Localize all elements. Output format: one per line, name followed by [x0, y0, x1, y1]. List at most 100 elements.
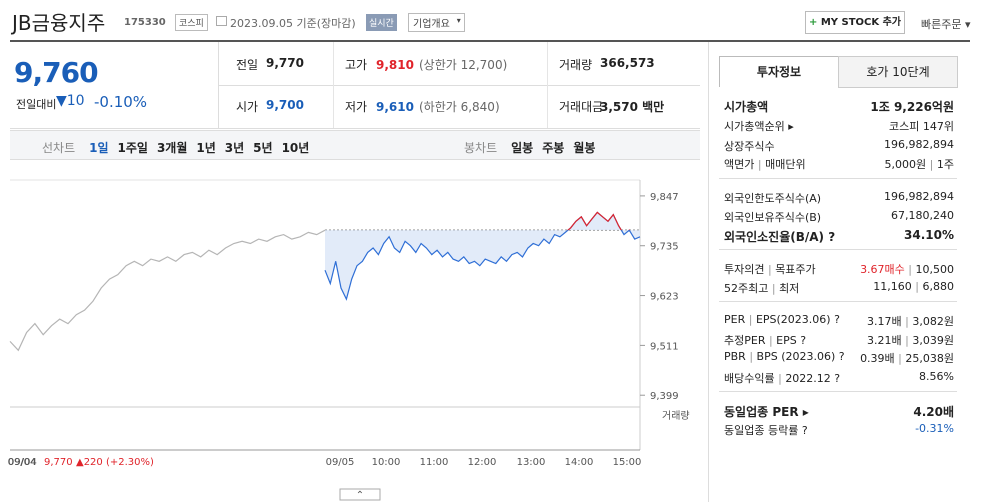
row-labels: 외국인소진율(B/A) ?: [724, 228, 835, 245]
line-periods: 선차트 1일 1주일 3개월 1년 3년 5년 10년: [42, 137, 318, 156]
row-values: 196,982,894: [884, 138, 954, 154]
row-value: 3,082원: [902, 315, 954, 328]
x-tick-label: 13:00: [517, 457, 546, 468]
cell-label: 저가: [345, 100, 368, 114]
overview-button[interactable]: 기업개요 ▾: [408, 13, 465, 32]
row-label: EPS ?: [765, 334, 806, 347]
period-button[interactable]: 3개월: [156, 141, 188, 155]
row-value: -0.31%: [915, 422, 954, 435]
row-label: 투자의견: [724, 263, 765, 276]
row-label: 외국인보유주식수(B): [724, 211, 822, 224]
row-labels: 외국인한도주식수(A): [724, 190, 821, 206]
info-row: 추정PEREPS ? 3.21배3,039원: [724, 332, 954, 348]
stock-name: JB금융지주: [12, 11, 106, 35]
info-row: PBRBPS (2023.06) ? 0.39배25,038원: [724, 350, 954, 366]
row-value: 34.10%: [904, 228, 954, 242]
plus-icon: +: [808, 17, 821, 28]
period-button[interactable]: 5년: [253, 141, 273, 155]
divider: [547, 42, 548, 128]
cell-label: 거래대금: [559, 100, 604, 114]
row-value: 3.67매수: [860, 263, 905, 276]
row-values: -0.31%: [915, 422, 954, 438]
row-label: 시가총액: [724, 100, 769, 114]
row-label: 상장주식수: [724, 140, 775, 153]
row-labels: 추정PEREPS ?: [724, 332, 806, 348]
base-date: 2023.09.05 기준(장마감): [230, 17, 356, 30]
row-values: 3.17배3,082원: [867, 313, 954, 329]
change: ▼10: [56, 93, 85, 109]
row-labels: PBRBPS (2023.06) ?: [724, 350, 845, 366]
info-row: 외국인소진율(B/A) ? 34.10%: [724, 228, 954, 245]
cell-value: 3,570 백만: [600, 100, 665, 114]
x-tick-label: 12:00: [468, 457, 497, 468]
period-button[interactable]: 1주일: [117, 141, 148, 155]
row-label: 매매단위: [754, 158, 805, 171]
row-value: 3,039원: [902, 334, 954, 347]
row-values: 34.10%: [904, 228, 954, 245]
market-badge: 코스피: [175, 14, 208, 31]
prev-change: ▲220 (+2.30%): [76, 457, 154, 468]
separator: [719, 178, 957, 179]
row-values: 196,982,894: [884, 190, 954, 206]
mystock-text: MY STOCK 추가: [820, 17, 902, 28]
row-values: 1조 9,226억원: [870, 98, 954, 115]
period-button[interactable]: 일봉: [511, 141, 534, 155]
mystock-button[interactable]: + MY STOCK 추가: [805, 11, 905, 34]
info-row: 52주최고최저 11,1606,880: [724, 280, 954, 296]
row-label: 액면가: [724, 158, 755, 171]
separator: [719, 301, 957, 302]
info-row: 상장주식수 196,982,894: [724, 138, 954, 154]
row-labels: PEREPS(2023.06) ?: [724, 313, 840, 329]
row-values: 3.21배3,039원: [867, 332, 954, 348]
info-row: 동일업종 PER ▸ 4.20배: [724, 403, 954, 420]
divider: [218, 85, 700, 86]
row-values: 코스피 147위: [889, 118, 954, 134]
info-row: 시가총액 1조 9,226억원: [724, 98, 954, 115]
row-label: 2022.12 ?: [775, 372, 841, 385]
volume-label: 거래량: [662, 410, 690, 422]
y-tick-label: 9,847: [650, 192, 679, 203]
y-tick-label: 9,735: [650, 242, 679, 253]
period-button[interactable]: 3년: [224, 141, 245, 155]
row-values: 3.67매수10,500: [860, 261, 954, 277]
row-values: 5,000원1주: [885, 156, 954, 172]
period-button[interactable]: 1일: [89, 141, 109, 155]
row-value: 코스피 147위: [889, 120, 954, 133]
row-value: 3.21배: [867, 334, 902, 347]
area: [325, 212, 640, 300]
row-label: 동일업종 등락률 ?: [724, 424, 808, 437]
x-tick-label: 09/04: [8, 457, 37, 468]
row-label: 52주최고: [724, 282, 769, 295]
tab[interactable]: 호가 10단계: [838, 56, 958, 88]
change-label: 전일대비: [16, 98, 57, 111]
period-button[interactable]: 10년: [281, 141, 310, 155]
divider: [333, 42, 334, 128]
tab-active[interactable]: 투자정보: [719, 56, 839, 87]
collapse-button[interactable]: [339, 488, 381, 501]
row-labels: 동일업종 등락률 ?: [724, 422, 808, 438]
cell-value: 9,700: [266, 98, 304, 112]
calendar-icon: [216, 16, 227, 26]
quick-order-text: 빠른주문: [921, 18, 962, 31]
row-label: 배당수익률: [724, 372, 775, 385]
period-button[interactable]: 주봉: [542, 141, 565, 155]
row-label: 외국인한도주식수(A): [724, 192, 822, 205]
row-label: 추정PER: [724, 334, 766, 347]
row-value: 196,982,894: [884, 190, 954, 203]
realtime-badge[interactable]: 실시간: [366, 14, 397, 31]
row-label: 목표주가: [764, 263, 815, 276]
row-value: 11,160: [873, 280, 912, 293]
row-labels: 시가총액순위 ▸: [724, 118, 794, 134]
row-label: 외국인소진율(B/A) ?: [724, 230, 836, 244]
quick-order[interactable]: 빠른주문 ▾: [921, 18, 971, 31]
x-tick-label: 09/05: [326, 457, 355, 468]
info-row: 외국인보유주식수(B) 67,180,240: [724, 209, 954, 225]
line: [9, 229, 326, 352]
period-button[interactable]: 1년: [196, 141, 216, 155]
chart: 거래량 ⌃ 9,847 9,735 9,623 9,511 9,399 09/04 09/0…: [8, 179, 690, 501]
info-row: 투자의견목표주가 3.67매수10,500: [724, 261, 954, 277]
period-label: 선차트: [42, 141, 76, 155]
period-button[interactable]: 월봉: [573, 141, 596, 155]
row-labels: 동일업종 PER ▸: [724, 403, 809, 420]
